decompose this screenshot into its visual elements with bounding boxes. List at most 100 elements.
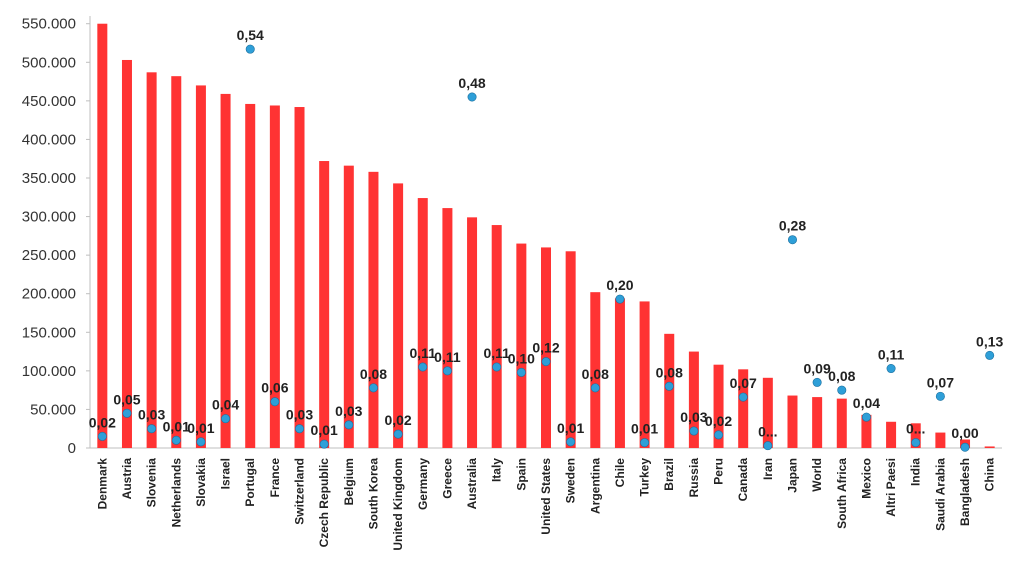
y-tick-label: 50.000 [30,401,76,418]
point-label: 0,07 [730,375,757,391]
x-tick-label: Turkey [638,458,652,497]
x-tick-label: Israel [219,458,233,489]
x-tick-label: Canada [736,458,750,502]
x-tick-label: Brazil [662,458,676,491]
x-tick-label: Denmark [95,458,109,510]
bar [590,292,601,448]
x-tick-label: Czech Republic [317,458,331,548]
bar [836,398,847,448]
bar [319,161,330,448]
data-point [615,294,625,304]
point-label: 0,03 [286,407,313,423]
point-label: 0,02 [89,414,116,430]
data-point [861,412,871,422]
x-tick-label: Saudi Arabia [933,458,947,531]
x-tick-label: United Kingdom [391,458,405,551]
bar [343,165,354,448]
point-label: 0,08 [360,366,387,382]
x-tick-label: South Korea [366,458,380,530]
point-series [97,44,995,452]
point-label: 0,11 [878,347,905,363]
x-tick-label: South Africa [835,458,849,529]
data-point [368,383,378,393]
x-tick-label: Greece [440,458,454,499]
x-tick-label: Altri Paesi [884,458,898,517]
bar [886,421,897,448]
point-label: 0... [906,421,925,437]
y-tick-label: 250.000 [22,247,76,264]
data-point [590,383,600,393]
x-tick-label: Netherlands [169,458,183,528]
data-point [640,438,650,448]
bar [762,377,773,448]
point-label: 0,12 [532,340,559,356]
bar [269,105,280,448]
bar [368,171,379,449]
bar [787,395,798,448]
point-label: 0,01 [163,418,190,434]
x-tick-label: France [268,458,282,498]
x-tick-label: United States [539,458,553,535]
y-tick-label: 100.000 [22,363,76,380]
bar [664,333,675,448]
y-tick-label: 300.000 [22,209,76,226]
bar [442,208,453,448]
point-label: 0,01 [311,422,338,438]
bar [294,107,305,449]
point-label: 0,08 [656,364,683,380]
data-point [837,385,847,395]
bar [121,59,132,448]
x-tick-label: Bangladesh [958,458,972,526]
point-label: 0,02 [384,412,411,428]
bar [935,432,946,448]
bar [861,414,872,448]
point-label: 0,08 [828,368,855,384]
x-tick-label: Iran [761,458,775,480]
point-label: 0... [758,424,777,440]
bar [195,85,206,448]
data-point [221,414,231,424]
bar [738,369,749,448]
x-axis-ticks: Denmark Austria Slovenia Netherlands Slovaki… [95,458,996,551]
data-point [689,426,699,436]
data-point [738,392,748,402]
y-tick-label: 550.000 [22,16,76,33]
bar [639,301,650,448]
x-tick-label: Austria [120,458,134,500]
x-tick-label: Mexico [859,458,873,499]
point-label: 0,05 [113,391,140,407]
bar [245,103,256,448]
data-point [295,424,305,434]
data-point [492,362,502,372]
x-tick-label: China [983,458,997,492]
x-tick-label: Slovakia [194,458,208,507]
data-point [812,377,822,387]
point-label: 0,08 [582,366,609,382]
data-point [664,381,674,391]
x-tick-label: Russia [687,458,701,498]
data-point [196,437,206,447]
x-tick-label: Chile [613,458,627,488]
point-label: 0,00 [951,425,978,441]
data-point [147,424,157,434]
x-tick-label: Japan [785,458,799,493]
point-label: 0,04 [212,397,239,413]
point-label: 0,11 [410,345,437,361]
data-point [467,92,477,102]
point-label: 0,01 [187,420,214,436]
bar [812,397,823,448]
point-label: 0,04 [853,395,880,411]
x-tick-label: Peru [712,458,726,485]
point-label: 0,06 [261,380,288,396]
bar-series [97,23,995,449]
data-point [714,430,724,440]
data-point [911,438,921,448]
data-point [960,442,970,452]
point-label: 0,03 [680,409,707,425]
data-point [344,420,354,430]
x-tick-label: Australia [465,458,479,510]
bar [614,298,625,448]
data-point [985,350,995,360]
bar [97,23,108,448]
